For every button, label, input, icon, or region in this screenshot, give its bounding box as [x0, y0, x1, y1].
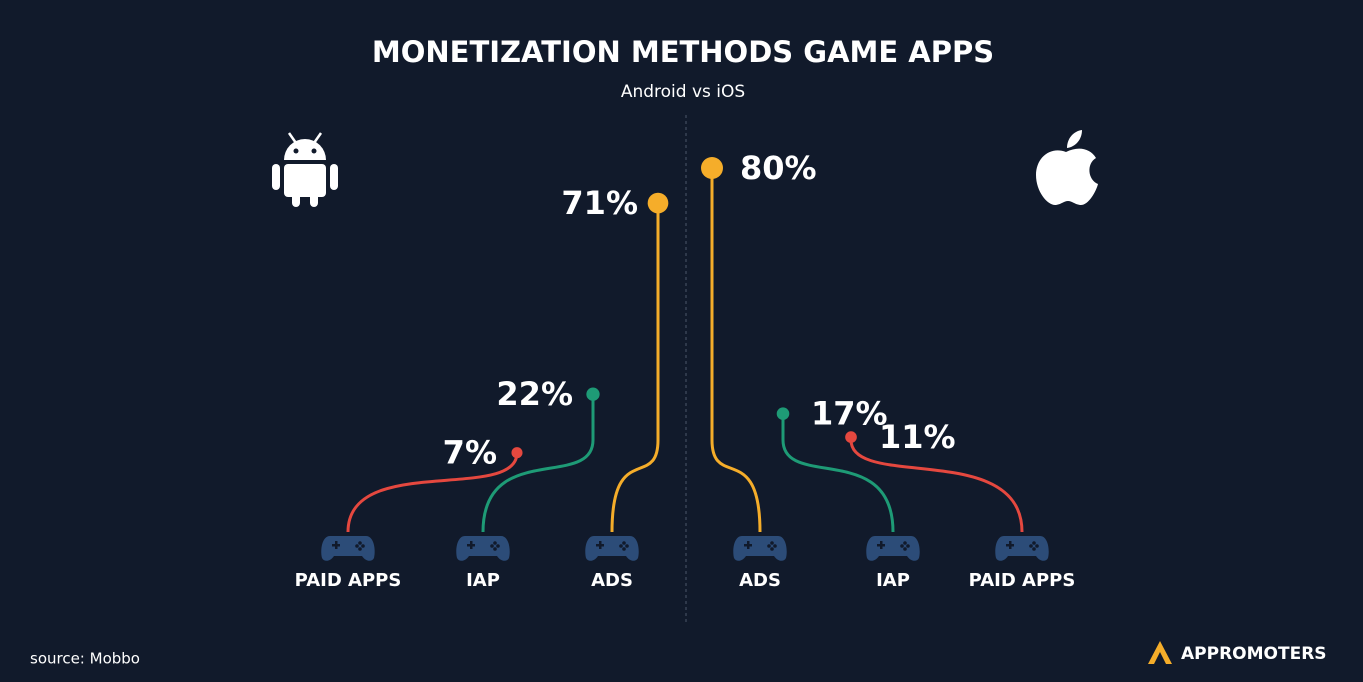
dot [511, 447, 523, 459]
stem [849, 437, 1024, 533]
value-label: 7% [443, 434, 497, 472]
controller-icon [585, 536, 639, 561]
controller-button [493, 541, 497, 545]
dot [776, 407, 790, 420]
dot [845, 431, 857, 443]
stem [610, 203, 660, 533]
category-label: IAP [466, 570, 500, 591]
controller-button [906, 544, 910, 548]
controller-dpad [1009, 541, 1012, 549]
value-label: 17% [811, 395, 888, 433]
dot [647, 192, 669, 214]
dot [701, 157, 723, 179]
category-label: ADS [591, 570, 633, 591]
controller-button [496, 544, 500, 548]
controller-icon [321, 536, 375, 561]
category-label: ADS [739, 570, 781, 591]
stem [346, 452, 519, 533]
controller-dpad [335, 541, 338, 549]
apple-icon [1036, 130, 1098, 206]
controller-button [622, 541, 626, 545]
controller-button [1035, 544, 1039, 548]
android-icon [272, 132, 338, 207]
stem [781, 413, 895, 533]
controller-button [625, 544, 629, 548]
controller-icon [866, 536, 920, 561]
chart-subtitle: Android vs iOS [621, 82, 745, 102]
source: source: Mobbo [30, 650, 140, 668]
controller-icon [733, 536, 787, 561]
chart-title: MONETIZATION METHODS GAME APPS [372, 35, 994, 69]
controller-button [903, 541, 907, 545]
controller-button [900, 544, 904, 548]
controller-dpad [880, 541, 883, 549]
controller-button [355, 544, 359, 548]
dot [586, 387, 600, 401]
controller-button [903, 547, 907, 551]
controller-button [490, 544, 494, 548]
category-label: PAID APPS [969, 570, 1076, 591]
brand-logo [1148, 641, 1172, 664]
controller-button [1032, 547, 1036, 551]
value-label: 11% [879, 418, 956, 456]
controller-button [358, 547, 362, 551]
stem [710, 168, 762, 533]
controller-button [767, 544, 771, 548]
controller-button [1032, 541, 1036, 545]
controller-dpad [470, 541, 473, 549]
category-label: IAP [876, 570, 910, 591]
controller-button [493, 547, 497, 551]
controller-button [358, 541, 362, 545]
controller-button [773, 544, 777, 548]
value-label: 71% [561, 184, 638, 222]
controller-button [361, 544, 365, 548]
controller-dpad [747, 541, 750, 549]
category-label: PAID APPS [295, 570, 402, 591]
value-label: 22% [496, 375, 573, 413]
stem [481, 394, 595, 533]
controller-icon [456, 536, 510, 561]
controller-button [770, 541, 774, 545]
controller-dpad [599, 541, 602, 549]
controller-button [619, 544, 623, 548]
controller-icon [995, 536, 1049, 561]
controller-button [1029, 544, 1033, 548]
brand: APPROMOTERS [1181, 644, 1327, 664]
controller-button [622, 547, 626, 551]
value-label: 80% [740, 149, 817, 187]
controller-button [770, 547, 774, 551]
